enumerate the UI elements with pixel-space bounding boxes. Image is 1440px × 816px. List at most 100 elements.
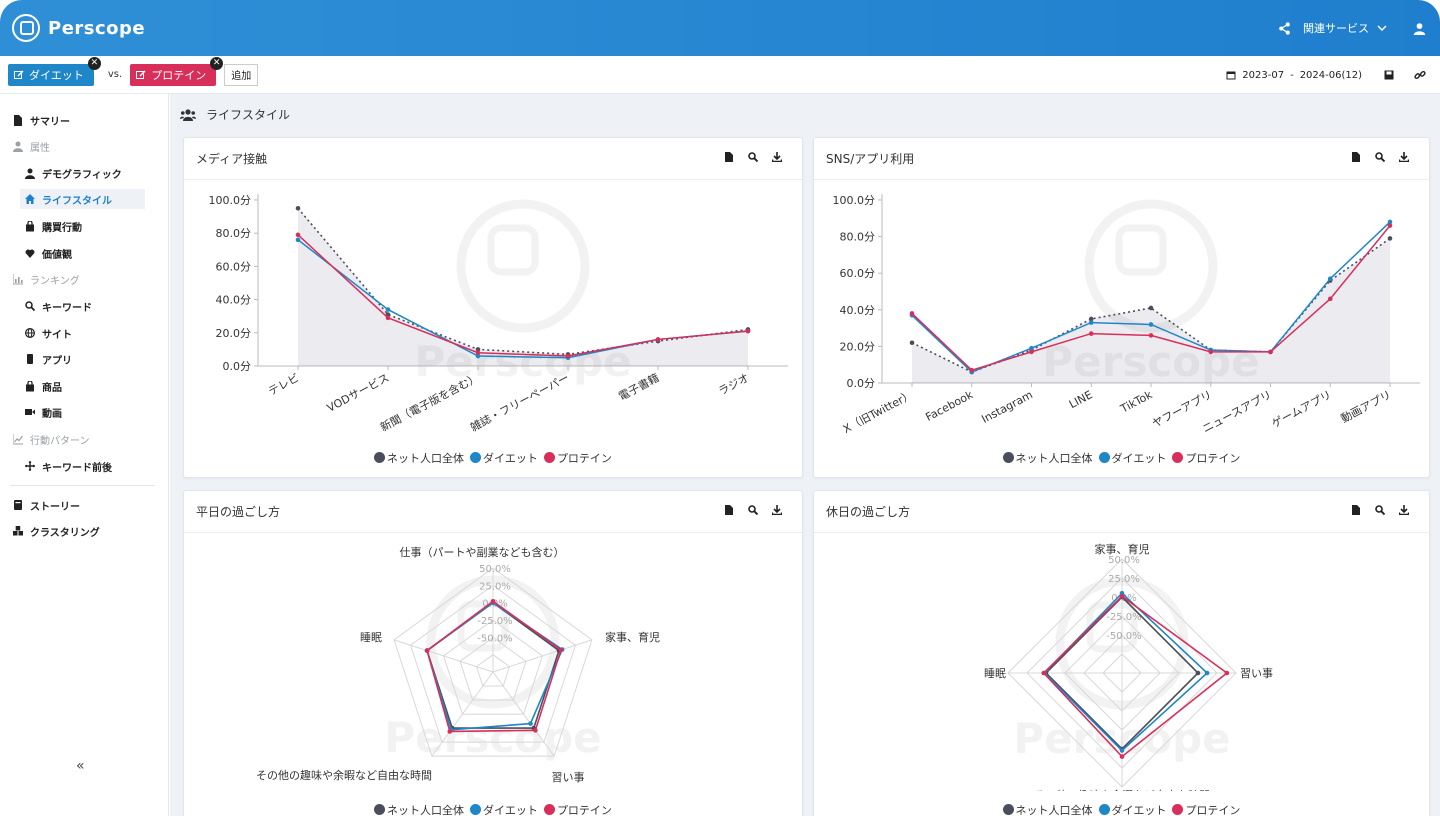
sidebar-item-9[interactable]: サイト [24, 323, 174, 343]
download-icon[interactable] [772, 152, 782, 162]
data-point[interactable] [385, 312, 391, 317]
legend-item[interactable]: ダイエット [470, 802, 538, 816]
sidebar-item-10[interactable]: アプリ [24, 349, 174, 369]
legend-item[interactable]: プロテイン [1172, 450, 1240, 466]
legend-item[interactable]: ネット人口全体 [1002, 802, 1093, 816]
legend-item[interactable]: プロテイン [1172, 802, 1240, 816]
data-point[interactable] [295, 206, 301, 211]
legend-item[interactable]: ダイエット [1098, 450, 1166, 466]
data-point[interactable] [1088, 331, 1094, 336]
app-title[interactable]: Perscope [48, 17, 146, 39]
data-point[interactable] [385, 315, 391, 321]
data-point[interactable] [490, 598, 496, 604]
sidebar-item-5[interactable]: 購買行動 [24, 216, 174, 236]
data-point[interactable] [1029, 345, 1034, 351]
data-point[interactable] [295, 237, 301, 243]
data-point[interactable] [295, 232, 301, 238]
data-point[interactable] [655, 337, 661, 342]
save-icon[interactable] [1384, 70, 1394, 80]
filter-chip-protein[interactable]: プロテイン ✕ [130, 56, 224, 86]
date-from[interactable]: 2023-07 [1242, 69, 1285, 81]
sidebar-item-12[interactable]: 動画 [24, 402, 174, 422]
collapse-sidebar-button[interactable]: « [76, 758, 85, 774]
data-point[interactable] [475, 347, 481, 352]
data-point[interactable] [1088, 316, 1094, 322]
share-icon[interactable] [1278, 21, 1291, 35]
data-point[interactable] [1327, 276, 1333, 281]
date-to[interactable]: 2024-06(12) [1299, 69, 1362, 81]
sidebar-item-3[interactable]: デモグラフィック [24, 163, 174, 183]
zoom-icon[interactable] [748, 505, 758, 515]
close-icon[interactable]: ✕ [87, 56, 101, 70]
data-point[interactable] [565, 353, 571, 359]
data-point[interactable] [909, 311, 915, 316]
data-point[interactable] [745, 328, 751, 334]
sidebar-item-16[interactable]: クラスタリング [12, 521, 162, 541]
zoom-icon[interactable] [1375, 152, 1385, 162]
legend-item[interactable]: ダイエット [470, 450, 538, 466]
data-point[interactable] [1224, 670, 1230, 676]
legend-item[interactable]: ダイエット [1098, 802, 1166, 816]
data-point[interactable] [424, 648, 430, 653]
user-icon[interactable] [1413, 22, 1426, 35]
sidebar-item-label: サマリー [30, 116, 70, 128]
sidebar-item-8[interactable]: キーワード [24, 296, 174, 316]
data-point[interactable] [1387, 236, 1393, 241]
filter-chip-diet[interactable]: ダイエット ✕ [8, 56, 101, 86]
data-point[interactable] [1208, 349, 1214, 355]
data-point[interactable] [475, 350, 481, 356]
data-point[interactable] [1387, 219, 1393, 225]
data-point[interactable] [528, 721, 533, 726]
data-point[interactable] [1387, 223, 1393, 228]
data-point[interactable] [1029, 349, 1034, 355]
legend-item[interactable]: プロテイン [543, 802, 612, 816]
csv-file-icon[interactable] [1351, 505, 1361, 515]
link-icon[interactable] [1414, 69, 1426, 81]
data-point[interactable] [969, 367, 975, 373]
data-point[interactable] [1327, 296, 1333, 302]
csv-file-icon[interactable] [1351, 152, 1361, 162]
legend-item[interactable]: ネット人口全体 [374, 450, 464, 466]
data-point[interactable] [447, 729, 453, 734]
legend-item[interactable]: ネット人口全体 [374, 802, 464, 816]
download-icon[interactable] [1399, 152, 1409, 162]
data-point[interactable] [1148, 305, 1154, 311]
data-point[interactable] [1148, 322, 1154, 327]
data-point[interactable] [1119, 748, 1125, 753]
csv-file-icon[interactable] [724, 505, 734, 515]
related-services-menu[interactable]: 関連サービス [1303, 22, 1369, 35]
data-point[interactable] [1119, 593, 1125, 599]
data-point[interactable] [475, 353, 481, 359]
chevron-down-icon[interactable] [1377, 23, 1387, 33]
data-point[interactable] [558, 647, 564, 653]
calendar-icon[interactable] [1226, 70, 1236, 80]
sidebar-item-6[interactable]: 価値観 [24, 243, 174, 263]
data-point[interactable] [533, 728, 538, 733]
download-icon[interactable] [772, 505, 782, 515]
sidebar-item-15[interactable]: ストーリー [12, 495, 162, 515]
legend-item[interactable]: プロテイン [543, 450, 612, 466]
download-icon[interactable] [1399, 505, 1409, 515]
zoom-icon[interactable] [748, 152, 758, 162]
data-point[interactable] [1195, 670, 1201, 676]
data-point[interactable] [1041, 670, 1047, 676]
zoom-icon[interactable] [1375, 505, 1385, 515]
csv-file-icon[interactable] [724, 152, 734, 162]
data-point[interactable] [385, 307, 391, 312]
logo-icon[interactable] [12, 14, 40, 42]
data-point[interactable] [1119, 754, 1125, 759]
close-icon[interactable]: ✕ [210, 56, 224, 70]
data-point[interactable] [909, 340, 915, 346]
sidebar-item-11[interactable]: 商品 [24, 376, 174, 396]
sidebar-item-14[interactable]: キーワード前後 [24, 456, 174, 476]
data-point[interactable] [1268, 349, 1273, 355]
legend-item[interactable]: ネット人口全体 [1002, 450, 1093, 466]
sidebar-item-1[interactable]: サマリー [12, 110, 162, 130]
data-point[interactable] [1148, 333, 1154, 338]
data-point[interactable] [1088, 320, 1094, 325]
add-button[interactable]: 追加 [224, 63, 259, 86]
edit-icon[interactable] [14, 70, 24, 80]
edit-icon[interactable] [136, 70, 146, 80]
sidebar-item-4[interactable]: ライフスタイル [20, 189, 145, 209]
data-point[interactable] [1204, 670, 1210, 676]
